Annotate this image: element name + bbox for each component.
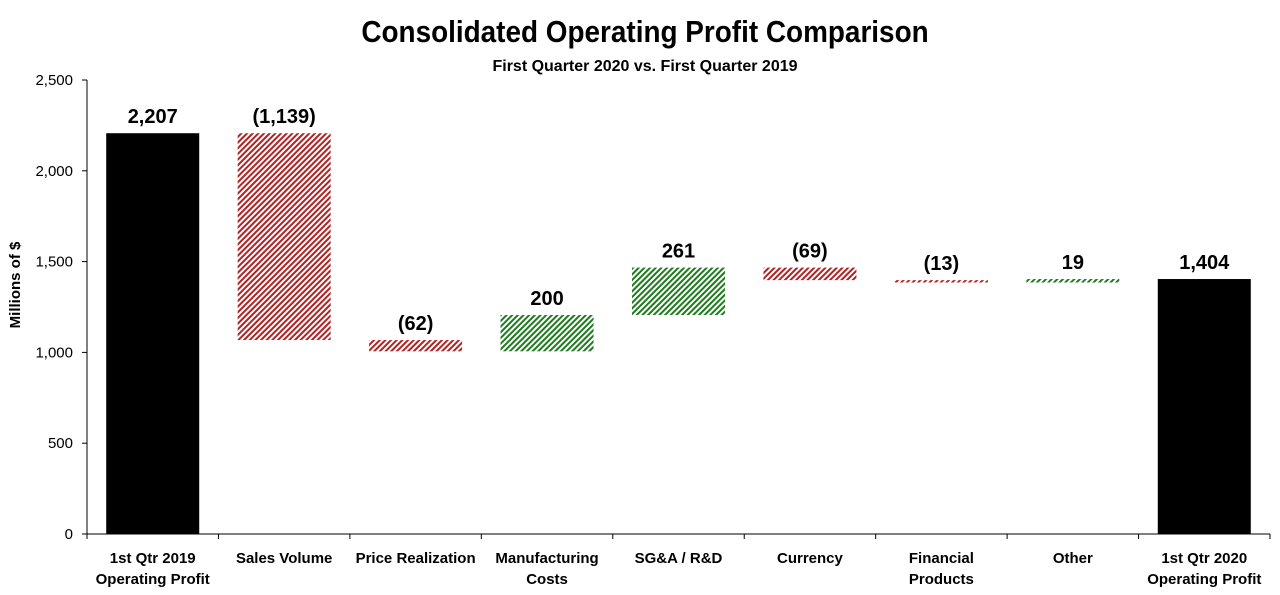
bar-4	[500, 314, 594, 352]
x-category-label: Costs	[526, 571, 568, 588]
y-tick-label: 0	[65, 526, 73, 543]
x-category-label: 1st Qtr 2020	[1161, 550, 1247, 567]
data-label: 200	[530, 288, 563, 310]
bar-1	[106, 133, 200, 534]
x-category-label: Currency	[777, 550, 844, 567]
y-tick-label: 1,000	[35, 344, 73, 361]
data-label: 1,404	[1179, 252, 1230, 274]
x-category-label: Sales Volume	[236, 550, 332, 567]
bar-3	[369, 340, 463, 352]
bar-8	[1026, 279, 1120, 283]
x-category-label: Manufacturing	[495, 550, 598, 567]
data-label: (13)	[924, 253, 960, 275]
x-category-label: Products	[909, 571, 974, 588]
bar-6	[763, 267, 857, 281]
data-label: (1,139)	[252, 106, 315, 128]
data-label: (62)	[398, 313, 434, 335]
x-category-label: 1st Qtr 2019	[110, 550, 196, 567]
y-axis-label: Millions of $	[7, 241, 24, 328]
x-category-label: Financial	[909, 550, 974, 567]
data-label: 2,207	[128, 106, 178, 128]
y-tick-label: 500	[48, 435, 73, 452]
bar-9	[1157, 279, 1251, 534]
y-tick-label: 2,500	[35, 72, 73, 89]
data-label: (69)	[792, 241, 828, 263]
data-label: 19	[1062, 252, 1084, 274]
x-category-label: SG&A / R&D	[635, 550, 723, 567]
x-category-label: Price Realization	[356, 550, 476, 567]
bar-2	[237, 133, 331, 341]
chart-title: Consolidated Operating Profit Comparison	[361, 14, 929, 49]
bar-7	[894, 280, 988, 283]
y-tick-label: 2,000	[35, 163, 73, 180]
x-category-label: Operating Profit	[96, 571, 210, 588]
x-category-label: Other	[1053, 550, 1093, 567]
chart-subtitle: First Quarter 2020 vs. First Quarter 201…	[492, 58, 798, 75]
bar-5	[632, 267, 725, 315]
y-tick-label: 1,500	[35, 254, 73, 271]
data-label: 261	[662, 241, 695, 263]
x-category-label: Operating Profit	[1147, 571, 1261, 588]
